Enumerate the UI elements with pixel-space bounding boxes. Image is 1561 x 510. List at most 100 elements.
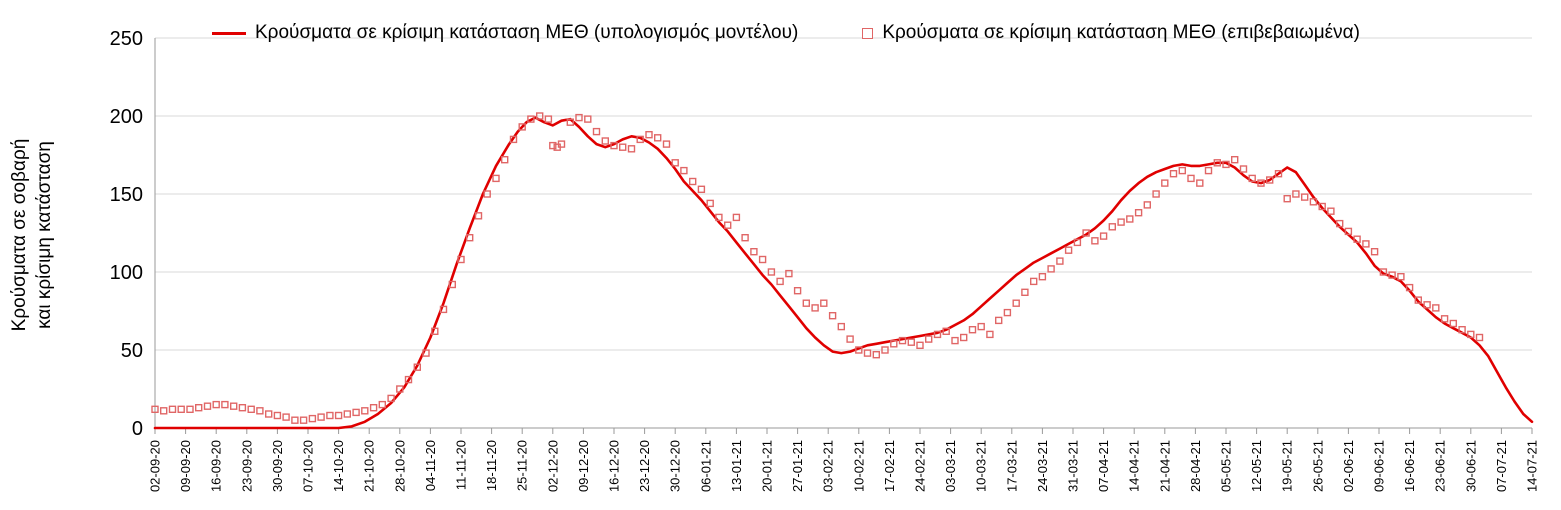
confirmed-marker xyxy=(1449,319,1458,328)
confirmed-marker xyxy=(951,336,959,345)
confirmed-marker xyxy=(1414,296,1423,304)
x-tick-label: 19-05-21 xyxy=(1280,440,1295,492)
confirmed-marker xyxy=(1213,159,1222,167)
confirmed-marker xyxy=(925,335,933,343)
confirmed-marker xyxy=(1344,227,1353,236)
confirmed-marker xyxy=(265,410,273,418)
x-tick-label: 30-09-20 xyxy=(270,440,285,492)
confirmed-marker xyxy=(1047,265,1055,273)
confirmed-marker xyxy=(872,351,880,359)
confirmed-marker xyxy=(1169,169,1178,178)
confirmed-marker xyxy=(1003,308,1012,317)
confirmed-marker xyxy=(361,407,369,415)
confirmed-marker xyxy=(881,346,889,354)
confirmed-marker xyxy=(566,118,574,126)
confirmed-marker xyxy=(186,405,194,413)
confirmed-marker xyxy=(1126,215,1134,223)
confirmed-marker xyxy=(890,340,898,348)
confirmed-marker xyxy=(1082,229,1090,237)
confirmed-marker xyxy=(1152,190,1160,198)
confirmed-marker xyxy=(1467,330,1475,339)
x-tick-label: 03-02-21 xyxy=(821,440,836,492)
x-tick-label: 20-01-21 xyxy=(760,440,775,492)
confirmed-marker xyxy=(527,115,535,123)
confirmed-marker xyxy=(194,404,203,412)
confirmed-marker xyxy=(776,277,784,286)
confirmed-marker xyxy=(689,177,697,186)
x-tick-label: 28-04-21 xyxy=(1188,440,1203,492)
confirmed-marker xyxy=(758,255,767,264)
confirmed-marker xyxy=(1458,326,1466,334)
confirmed-marker xyxy=(942,327,950,335)
confirmed-marker xyxy=(820,299,828,307)
confirmed-marker xyxy=(1292,190,1300,198)
confirmed-marker xyxy=(619,143,627,151)
confirmed-marker xyxy=(592,127,601,136)
confirmed-marker xyxy=(1265,176,1274,184)
x-tick-label: 09-06-21 xyxy=(1372,440,1387,492)
confirmed-marker xyxy=(1405,283,1414,292)
confirmed-marker xyxy=(680,166,688,175)
confirmed-marker xyxy=(291,416,299,424)
confirmed-marker xyxy=(1161,179,1169,187)
confirmed-marker xyxy=(1379,268,1388,276)
x-tick-label: 02-12-20 xyxy=(545,440,560,492)
confirmed-marker xyxy=(1283,194,1291,203)
confirmed-marker xyxy=(706,199,714,208)
confirmed-marker xyxy=(509,135,518,144)
confirmed-marker xyxy=(1257,179,1265,187)
confirmed-marker xyxy=(715,213,723,222)
x-tick-label: 11-11-20 xyxy=(454,440,469,490)
confirmed-marker xyxy=(1178,166,1187,175)
confirmed-marker xyxy=(1012,299,1020,307)
model-line-series xyxy=(153,116,1534,430)
confirmed-marker-swatch-icon xyxy=(862,27,874,39)
confirmed-marker xyxy=(151,405,159,413)
x-tick-label: 21-04-21 xyxy=(1157,440,1172,492)
confirmed-marker xyxy=(221,400,229,409)
confirmed-marker xyxy=(1397,273,1405,281)
confirmed-marker xyxy=(492,174,500,183)
confirmed-marker xyxy=(448,280,456,289)
x-tick-label: 07-10-20 xyxy=(301,440,316,492)
confirmed-marker xyxy=(977,322,985,331)
confirmed-marker xyxy=(1475,333,1484,342)
confirmed-marker xyxy=(1064,246,1073,254)
legend-label-confirmed: Κρούσματα σε κρίσιμη κατάσταση ΜΕΘ (επιβ… xyxy=(882,22,1360,43)
confirmed-marker xyxy=(741,233,749,242)
confirmed-marker xyxy=(317,413,325,421)
x-tick-label: 23-06-21 xyxy=(1433,440,1448,492)
confirmed-marker xyxy=(1056,257,1064,265)
confirmed-marker xyxy=(203,402,212,410)
confirmed-marker xyxy=(1143,201,1152,209)
x-tick-label: 14-04-21 xyxy=(1127,440,1142,492)
confirmed-marker xyxy=(177,405,185,413)
x-tick-label: 02-09-20 xyxy=(148,440,163,492)
y-tick-label: 250 xyxy=(110,28,143,50)
confirmed-marker xyxy=(387,394,395,403)
confirmed-marker xyxy=(968,326,977,334)
confirmed-marker xyxy=(396,385,404,393)
x-tick-label: 30-06-21 xyxy=(1463,440,1478,492)
confirmed-marker xyxy=(645,130,653,139)
confirmed-marker xyxy=(584,115,592,123)
confirmed-marker xyxy=(1362,240,1370,248)
confirmed-marker xyxy=(1300,193,1309,201)
confirmed-marker xyxy=(439,305,448,314)
confirmed-marker xyxy=(247,405,255,413)
x-tick-label: 26-05-21 xyxy=(1310,440,1325,492)
x-tick-label: 16-06-21 xyxy=(1402,440,1417,492)
x-tick-label: 16-12-20 xyxy=(607,440,622,492)
confirmed-marker xyxy=(986,330,994,339)
confirmed-marker xyxy=(1274,169,1283,178)
confirmed-marker xyxy=(1038,273,1047,281)
confirmed-marker xyxy=(575,113,583,122)
confirmed-marker xyxy=(1432,304,1440,312)
confirmed-marker xyxy=(1370,247,1379,256)
confirmed-marker xyxy=(662,140,671,148)
confirmed-marker xyxy=(1388,271,1396,279)
confirmed-marker xyxy=(837,322,845,331)
x-tick-label: 10-02-21 xyxy=(851,440,866,492)
confirmed-marker xyxy=(457,255,465,264)
confirmed-marker xyxy=(863,349,872,357)
